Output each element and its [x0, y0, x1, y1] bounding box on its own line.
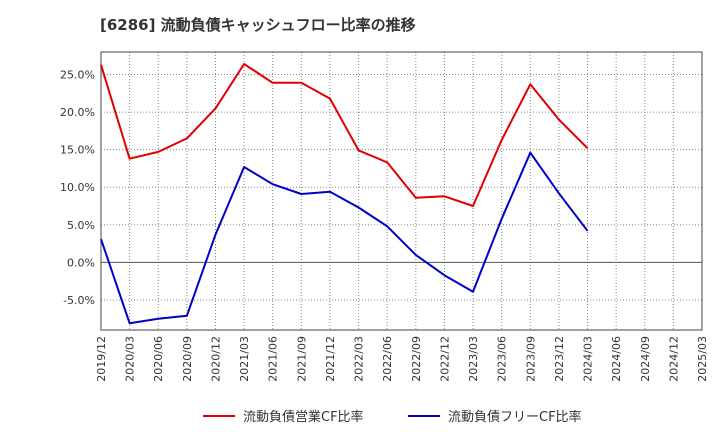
legend-label-2: 流動負債フリーCF比率 [448, 409, 582, 425]
y-tick-label: 0.0% [67, 256, 95, 269]
y-tick-label: 15.0% [60, 144, 95, 157]
x-tick-label: 2021/12 [324, 336, 337, 382]
x-tick-label: 2024/06 [610, 336, 623, 382]
x-tick-label: 2021/09 [295, 336, 308, 382]
y-tick-label: 20.0% [60, 106, 95, 119]
plot-frame [100, 51, 703, 331]
y-tick-label: 25.0% [60, 69, 95, 82]
plot-area [101, 52, 702, 330]
x-tick-label: 2024/09 [639, 336, 652, 382]
x-tick-label: 2023/12 [553, 336, 566, 382]
x-tick-label: 2023/09 [524, 336, 537, 382]
x-tick-label: 2020/09 [181, 336, 194, 382]
x-tick-label: 2022/06 [381, 336, 394, 382]
series-line-2 [100, 151, 589, 325]
x-tick-label: 2022/09 [410, 336, 423, 382]
x-tick-label: 2023/03 [467, 336, 480, 382]
series-line-1 [100, 63, 589, 207]
x-tick-label: 2021/06 [267, 336, 280, 382]
x-tick-label: 2021/03 [238, 336, 251, 382]
chart-title: [6286] 流動負債キャッシュフロー比率の推移 [100, 16, 416, 34]
x-tick-label: 2025/03 [696, 336, 709, 382]
x-tick-label: 2023/06 [496, 336, 509, 382]
y-tick-label: -5.0% [63, 294, 95, 307]
x-tick-label: 2024/12 [667, 336, 680, 382]
x-tick-label: 2020/12 [209, 336, 222, 382]
x-tick-label: 2019/12 [95, 336, 108, 382]
x-tick-label: 2020/03 [124, 336, 137, 382]
x-tick-label: 2022/12 [438, 336, 451, 382]
y-tick-label: 5.0% [67, 219, 95, 232]
legend-label-1: 流動負債営業CF比率 [243, 409, 364, 425]
x-tick-label: 2024/03 [582, 336, 595, 382]
x-tick-label: 2020/06 [152, 336, 165, 382]
x-tick-label: 2022/03 [353, 336, 366, 382]
y-tick-label: 10.0% [60, 181, 95, 194]
